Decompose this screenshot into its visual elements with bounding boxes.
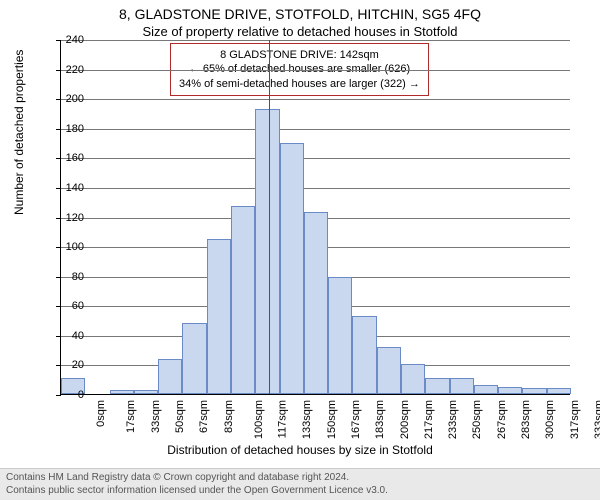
y-tick [56, 365, 61, 366]
y-tick-label: 100 [66, 241, 84, 253]
grid-line [61, 158, 570, 159]
histogram-bar [352, 316, 376, 394]
histogram-bar [328, 277, 352, 394]
x-tick-label: 117sqm [276, 400, 288, 438]
histogram-bar [280, 143, 304, 394]
x-tick-label: 83sqm [223, 400, 235, 433]
x-tick-label: 100sqm [253, 400, 265, 439]
y-tick-label: 20 [72, 359, 84, 371]
chart-container: 8, GLADSTONE DRIVE, STOTFOLD, HITCHIN, S… [0, 0, 600, 500]
footer-line-2: Contains public sector information licen… [6, 485, 594, 498]
x-tick-label: 317sqm [569, 400, 581, 439]
grid-line [61, 188, 570, 189]
page-title: 8, GLADSTONE DRIVE, STOTFOLD, HITCHIN, S… [0, 0, 600, 22]
chart-subtitle: Size of property relative to detached ho… [0, 22, 600, 39]
x-tick-label: 333sqm [593, 400, 600, 439]
y-tick [56, 247, 61, 248]
histogram-bar [110, 390, 134, 394]
x-tick-label: 133sqm [302, 400, 314, 439]
x-tick-label: 0sqm [95, 400, 107, 427]
y-tick-label: 60 [72, 300, 84, 312]
histogram-bar [425, 378, 449, 394]
y-tick-label: 200 [66, 93, 84, 105]
footer-line-1: Contains HM Land Registry data © Crown c… [6, 472, 594, 485]
y-tick [56, 40, 61, 41]
y-tick-label: 140 [66, 182, 84, 194]
histogram-bar [450, 378, 474, 394]
histogram-bar [304, 212, 328, 394]
x-tick-label: 217sqm [423, 400, 435, 439]
grid-line [61, 99, 570, 100]
histogram-bar [158, 359, 182, 395]
y-tick-label: 120 [66, 212, 84, 224]
x-tick-label: 33sqm [150, 400, 162, 433]
y-tick [56, 129, 61, 130]
x-axis-title: Distribution of detached houses by size … [0, 443, 600, 457]
x-tick-label: 233sqm [447, 400, 459, 439]
x-tick-label: 200sqm [399, 400, 411, 439]
x-tick-label: 267sqm [496, 400, 508, 439]
x-tick-label: 250sqm [472, 400, 484, 439]
y-tick [56, 218, 61, 219]
y-tick [56, 336, 61, 337]
plot-area [60, 40, 570, 395]
histogram-bar [474, 385, 498, 394]
histogram-bar [134, 390, 158, 394]
y-tick [56, 277, 61, 278]
histogram-bar [255, 109, 279, 394]
x-tick-label: 183sqm [374, 400, 386, 439]
x-tick-label: 67sqm [198, 400, 210, 433]
reference-line [269, 40, 270, 394]
histogram-bar [522, 388, 546, 394]
histogram-bar [498, 387, 522, 394]
y-tick [56, 306, 61, 307]
y-tick [56, 395, 61, 396]
x-tick-label: 50sqm [174, 400, 186, 433]
histogram-bar [547, 388, 571, 394]
y-tick-label: 220 [66, 64, 84, 76]
y-tick [56, 99, 61, 100]
y-tick-label: 0 [78, 389, 84, 401]
y-tick-label: 40 [72, 330, 84, 342]
histogram-bar [231, 206, 255, 394]
y-tick [56, 158, 61, 159]
attribution-footer: Contains HM Land Registry data © Crown c… [0, 468, 600, 500]
grid-line [61, 70, 570, 71]
y-tick-label: 160 [66, 152, 84, 164]
y-tick [56, 188, 61, 189]
y-tick-label: 240 [66, 34, 84, 46]
x-tick-label: 167sqm [350, 400, 362, 439]
histogram-bar [182, 323, 206, 394]
y-tick-label: 180 [66, 123, 84, 135]
x-tick-label: 283sqm [520, 400, 532, 439]
x-tick-label: 150sqm [326, 400, 338, 439]
histogram-bar [377, 347, 401, 394]
y-tick [56, 70, 61, 71]
y-tick-label: 80 [72, 271, 84, 283]
x-tick-label: 300sqm [544, 400, 556, 439]
x-tick-label: 17sqm [125, 400, 137, 433]
grid-line [61, 40, 570, 41]
histogram-bar [207, 239, 231, 394]
y-axis-title: Number of detached properties [12, 50, 26, 215]
grid-line [61, 129, 570, 130]
histogram-bar [401, 364, 425, 394]
